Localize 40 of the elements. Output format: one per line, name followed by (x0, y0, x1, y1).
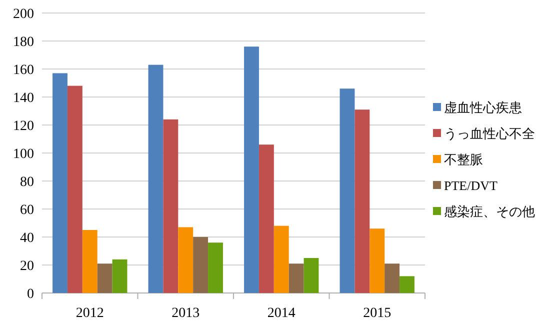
bar (400, 276, 414, 293)
bar (384, 264, 400, 293)
legend-label: 不整脈 (444, 152, 483, 167)
bar (244, 46, 259, 293)
bar (193, 237, 208, 293)
legend-label: 虚血性心疾患 (444, 100, 522, 115)
legend-label: うっ血性心不全 (444, 126, 535, 141)
y-tick-label: 20 (20, 259, 34, 274)
y-tick-label: 60 (20, 203, 34, 218)
bar (340, 88, 355, 293)
y-tick-label: 40 (20, 231, 34, 246)
x-tick-label: 2015 (363, 306, 392, 321)
y-tick-label: 200 (13, 7, 34, 22)
legend-label: PTE/DVT (444, 178, 498, 193)
x-tick-label: 2012 (76, 306, 104, 321)
bar (82, 230, 98, 293)
bar (163, 119, 178, 293)
x-tick-label: 2014 (267, 306, 296, 321)
y-tick-label: 80 (20, 175, 34, 190)
legend-label: 感染症、その他 (444, 204, 535, 219)
y-tick-label: 160 (13, 63, 34, 78)
y-tick-label: 180 (13, 35, 34, 50)
y-tick-label: 120 (13, 119, 34, 134)
bar (354, 110, 370, 293)
bar (112, 259, 128, 293)
bar (288, 264, 304, 293)
bar (208, 242, 223, 293)
bar (274, 226, 289, 293)
bar (304, 258, 319, 293)
bar (67, 86, 82, 293)
y-tick-label: 140 (13, 91, 34, 106)
bar (97, 264, 112, 293)
bar (148, 64, 164, 293)
bar (52, 73, 68, 293)
y-tick-label: 0 (27, 287, 34, 302)
bar (178, 227, 194, 293)
bar (258, 144, 274, 293)
bar (370, 228, 385, 293)
y-tick-label: 100 (13, 147, 34, 162)
x-tick-label: 2013 (172, 306, 200, 321)
